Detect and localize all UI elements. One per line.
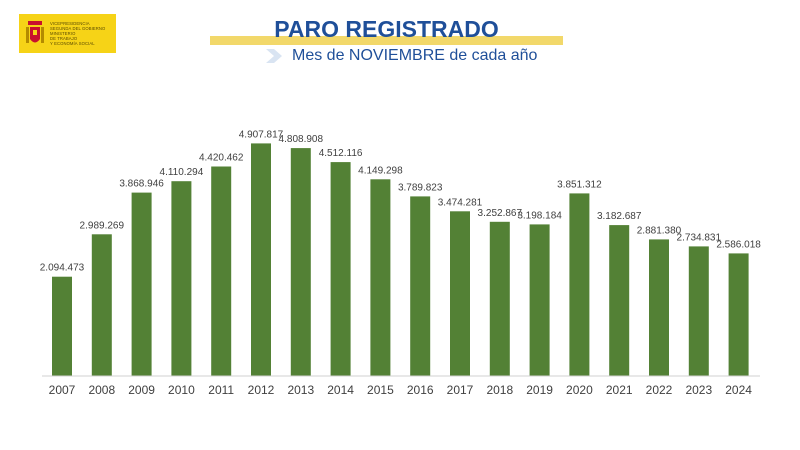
value-label-2013: 4.808.908 [279, 134, 324, 145]
category-label-2012: 2012 [248, 383, 275, 397]
logo-line: VICEPRESIDENCIA [50, 21, 90, 26]
category-label-2022: 2022 [646, 383, 673, 397]
bar-2019 [529, 224, 550, 376]
category-label-2009: 2009 [128, 383, 155, 397]
category-label-2021: 2021 [606, 383, 633, 397]
bar-2020 [569, 193, 590, 376]
bar-2018 [489, 221, 510, 376]
government-logo: VICEPRESIDENCIA SEGUNDA DEL GOBIERNO MIN… [19, 14, 116, 53]
bar-2017 [450, 211, 470, 376]
category-label-2023: 2023 [685, 383, 712, 397]
category-label-2020: 2020 [566, 383, 593, 397]
logo-line: Y ECONOMÍA SOCIAL [50, 41, 95, 46]
logo-line: SEGUNDA DEL GOBIERNO [50, 26, 106, 31]
value-label-2008: 2.989.269 [80, 220, 125, 231]
value-label-2012: 4.907.817 [239, 129, 284, 140]
category-label-2016: 2016 [407, 383, 434, 397]
value-label-2020: 3.851.312 [557, 179, 602, 190]
logo-line: MINISTERIO [50, 31, 76, 36]
category-label-2013: 2013 [287, 383, 314, 397]
value-label-2010: 4.110.294 [160, 167, 204, 178]
category-labels-group: 2007 2008 2009 2010 2011 2012 2013 2014 2015 2016… [49, 383, 753, 397]
value-label-2015: 4.149.298 [358, 165, 403, 176]
bar-2008 [91, 234, 112, 376]
category-label-2015: 2015 [367, 383, 394, 397]
title-underline-bar [210, 36, 563, 45]
value-label-2007: 2.094.473 [40, 263, 85, 274]
category-label-2019: 2019 [526, 383, 553, 397]
bars-group [52, 143, 749, 376]
value-label-2011: 4.420.462 [199, 153, 244, 164]
page-title: PARO REGISTRADO [274, 16, 499, 42]
bar-2024 [728, 253, 749, 376]
bar-2014 [330, 162, 351, 376]
bar-2022 [649, 239, 669, 376]
value-label-2023: 2.734.831 [677, 232, 722, 243]
bar-2012 [251, 143, 271, 376]
category-label-2008: 2008 [88, 383, 115, 397]
bar-2015 [370, 179, 391, 376]
value-label-2014: 4.512.116 [319, 148, 363, 159]
category-label-2011: 2011 [208, 383, 234, 397]
value-label-2018: 3.252.867 [478, 208, 523, 219]
bar-2023 [688, 246, 709, 376]
bar-2011 [211, 166, 232, 376]
value-label-2021: 3.182.687 [597, 211, 642, 222]
bar-2010 [171, 181, 192, 376]
category-label-2024: 2024 [725, 383, 752, 397]
bar-2009 [131, 192, 152, 376]
value-label-2024: 2.586.018 [716, 239, 761, 250]
category-label-2017: 2017 [447, 383, 474, 397]
value-label-2019: 3.198.184 [517, 210, 562, 221]
bar-2016 [410, 196, 431, 376]
value-label-2022: 2.881.380 [637, 225, 682, 236]
logo-text: VICEPRESIDENCIA SEGUNDA DEL GOBIERNO MIN… [50, 21, 105, 46]
bar-2013 [290, 148, 311, 376]
category-label-2018: 2018 [486, 383, 513, 397]
chevron-right-icon [266, 49, 282, 63]
coat-of-arms-icon [26, 20, 44, 43]
value-label-2017: 3.474.281 [438, 197, 483, 208]
category-label-2007: 2007 [49, 383, 76, 397]
logo-line: DE TRABAJO [50, 36, 78, 41]
bar-2021 [609, 225, 630, 376]
bar-2007 [52, 276, 72, 376]
value-label-2009: 3.868.946 [119, 179, 164, 190]
category-label-2010: 2010 [168, 383, 195, 397]
page-subtitle: Mes de NOVIEMBRE de cada año [292, 47, 538, 64]
value-label-2016: 3.789.823 [398, 182, 443, 193]
category-label-2014: 2014 [327, 383, 354, 397]
